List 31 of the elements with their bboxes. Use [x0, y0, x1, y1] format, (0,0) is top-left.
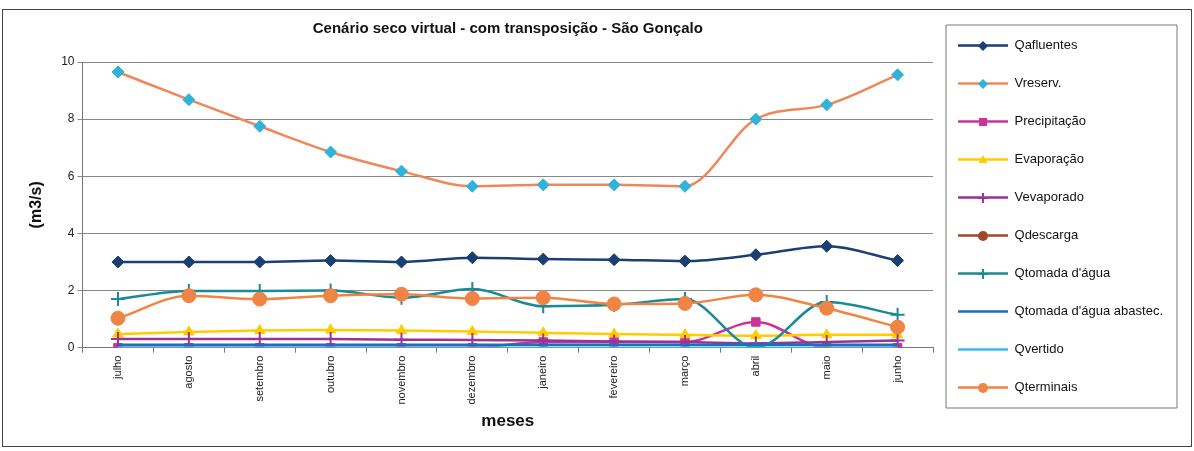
legend-label: Evaporação: [1014, 151, 1084, 167]
x-tick-label: dezembro: [465, 355, 478, 405]
legend-label: Vreserv.: [1014, 75, 1062, 91]
legend-label: Qtomada d'água: [1014, 265, 1112, 281]
y-tick-label: 8: [67, 111, 75, 126]
x-tick-label: abril: [748, 355, 761, 377]
x-tick-label: março: [678, 355, 690, 387]
x-axis-title: meses: [481, 411, 535, 431]
legend-label: Precipitação: [1014, 113, 1087, 129]
y-tick-label: 10: [61, 54, 75, 69]
y-tick-label: 2: [67, 282, 75, 297]
y-tick-label: 4: [67, 225, 75, 240]
x-tick-label: outubro: [323, 355, 336, 393]
y-tick-label: 6: [67, 168, 75, 183]
legend-label: Qvertido: [1014, 341, 1064, 357]
y-tick-label: 0: [67, 340, 75, 354]
y-axis-title: (m3/s): [27, 181, 45, 229]
legend-label: Qafluentes: [1014, 37, 1078, 53]
legend-label: Qterminais: [1014, 379, 1078, 395]
legend-label: Vevaporado: [1014, 189, 1084, 205]
x-tick-label: fevereiro: [607, 355, 620, 399]
x-tick-label: janeiro: [536, 355, 549, 390]
x-tick-label: setembro: [252, 355, 265, 402]
x-tick-label: novembro: [394, 355, 407, 405]
chart-title: Cenário seco virtual - com transposição - São Gonçalo: [312, 19, 703, 37]
x-tick-label: junho: [890, 355, 903, 384]
legend-label: Qdescarga: [1014, 227, 1079, 243]
x-tick-label: maio: [819, 355, 832, 380]
x-tick-label: agosto: [181, 355, 194, 389]
legend-label: Qtomada d'água abastec.: [1014, 303, 1164, 319]
x-tick-label: julho: [111, 355, 124, 380]
